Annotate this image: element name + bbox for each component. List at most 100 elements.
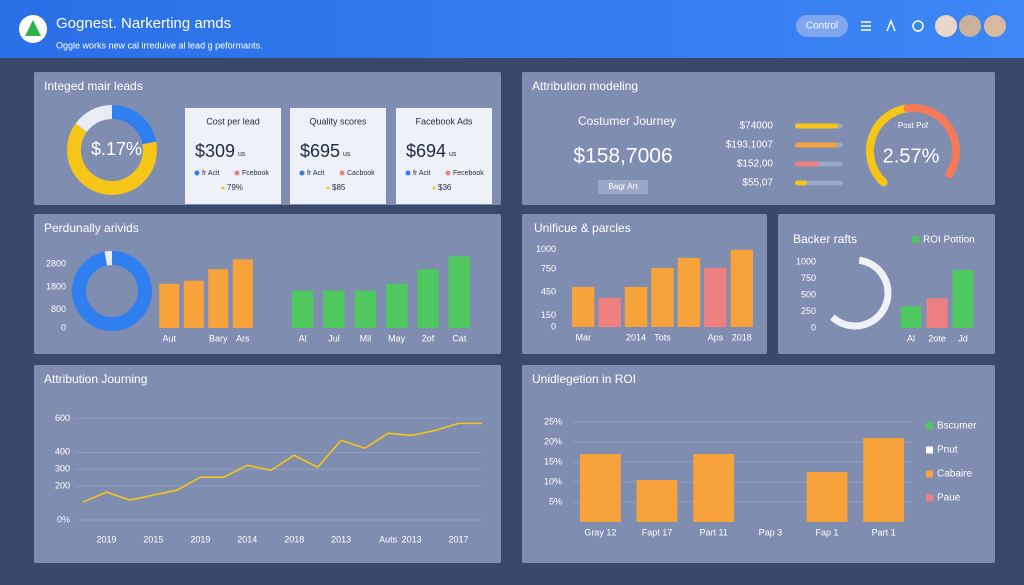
help-icon[interactable]: [912, 20, 924, 32]
donut-segment: [75, 105, 113, 133]
legend-label: Cacbook: [347, 170, 375, 177]
subtitle: Costumer Journey: [578, 114, 676, 128]
x-tick-label: Al: [299, 333, 307, 343]
card-value: $694: [406, 141, 446, 161]
line: [82, 422, 482, 503]
bar: [952, 269, 974, 328]
x-tick-label: Aps: [708, 332, 724, 342]
y-tick-label: 10%: [544, 476, 562, 486]
x-tick-label: Ars: [236, 333, 250, 343]
x-tick-label: Part 1: [872, 527, 896, 537]
app-title: Gognest. Narkerting amds: [56, 15, 231, 32]
panel-title: Attribution Journing: [44, 372, 147, 386]
button[interactable]: [598, 180, 648, 194]
gauge-value: 2.57%: [883, 145, 940, 167]
x-tick-label: May: [388, 333, 406, 343]
menu-icon[interactable]: [861, 21, 871, 31]
bar: [598, 297, 621, 327]
y-tick-label: 1800: [46, 281, 66, 291]
legend-label: Cabaire: [937, 469, 972, 480]
legend-label: Fcebook: [242, 170, 269, 177]
legend-label: fr Acit: [413, 170, 431, 177]
legend-label: Pnut: [937, 445, 958, 456]
logo-mark: [25, 20, 41, 36]
legend-swatch: [926, 470, 933, 478]
x-tick-label: Jd: [958, 333, 968, 343]
y-tick-label: 500: [801, 289, 816, 299]
bar: [651, 267, 674, 327]
x-tick-label: Part 11: [699, 527, 727, 537]
y-tick-label: 0%: [57, 514, 70, 524]
bar: [863, 438, 905, 522]
legend-swatch: [912, 236, 919, 243]
row-bar: [795, 142, 838, 148]
x-tick-label: 2ote: [928, 333, 946, 343]
y-tick-label: 450: [541, 287, 556, 297]
x-tick-label: 2013: [331, 534, 351, 544]
avatar[interactable]: [984, 15, 1006, 37]
row-bar: [795, 161, 819, 167]
big-value: $158,7006: [573, 145, 672, 168]
bar: [323, 290, 345, 328]
x-tick-label: 2014: [237, 534, 257, 544]
bar: [159, 283, 180, 328]
x-tick-label: 2015: [143, 534, 163, 544]
x-tick-label: Mar: [575, 332, 591, 342]
bar: [292, 290, 314, 328]
x-tick-label: 2013: [402, 534, 422, 544]
legend-dot: [299, 170, 305, 176]
card: [396, 108, 492, 204]
avatar[interactable]: [935, 15, 957, 37]
x-tick-label: 2019: [190, 534, 210, 544]
y-tick-label: 750: [541, 264, 556, 274]
panel: [34, 214, 501, 354]
y-tick-label: 25%: [544, 416, 562, 426]
avatar[interactable]: [959, 15, 981, 37]
bar: [693, 454, 735, 522]
donut-segment: [104, 251, 113, 266]
y-tick-label: 200: [55, 481, 70, 491]
arc-decoration: [830, 256, 892, 330]
panel: [34, 365, 501, 563]
y-tick-label: 15%: [544, 456, 562, 466]
app-subtitle: Oggle works new cal irreduive al lead g …: [56, 40, 263, 50]
x-tick-label: Al: [907, 333, 915, 343]
x-tick-label: Auts: [379, 534, 398, 544]
x-tick-label: Bary: [209, 333, 228, 343]
legend-label: Fecebook: [453, 170, 484, 177]
bar: [448, 256, 470, 328]
legend-dot: [405, 170, 411, 176]
x-tick-label: Mil: [360, 333, 372, 343]
x-tick-label: 2017: [449, 534, 469, 544]
row-label: $55,07: [742, 178, 773, 189]
legend-dot: [194, 170, 200, 176]
donut-label: $.17%: [91, 139, 142, 159]
bar: [704, 267, 727, 327]
gauge-title: Post Pof: [898, 121, 929, 130]
card: [185, 108, 281, 204]
card-value: $695: [300, 141, 340, 161]
y-tick-label: 5%: [549, 496, 562, 506]
x-tick-label: 2of: [422, 333, 435, 343]
legend-swatch: [926, 422, 933, 430]
row-bar: [795, 123, 839, 129]
y-tick-label: 1000: [536, 244, 556, 254]
legend-label: fr Acit: [202, 170, 220, 177]
font-icon[interactable]: [886, 18, 896, 32]
panel-title: Unificue & parcles: [534, 221, 631, 235]
bar: [386, 283, 408, 328]
row-bar: [795, 180, 807, 186]
bar: [417, 269, 439, 328]
control-button[interactable]: [796, 15, 848, 37]
bar: [730, 249, 754, 327]
note-dot: [432, 186, 436, 190]
bar: [677, 257, 701, 327]
card-unit: us: [343, 151, 351, 158]
x-tick-label: 2014: [626, 332, 646, 342]
bar: [806, 472, 848, 522]
donut-segment: [111, 105, 157, 145]
y-tick-label: 0: [551, 321, 556, 331]
row-label: $193,1007: [726, 140, 774, 151]
y-tick-label: 2800: [46, 259, 66, 269]
legend-label: Paue: [937, 493, 961, 504]
